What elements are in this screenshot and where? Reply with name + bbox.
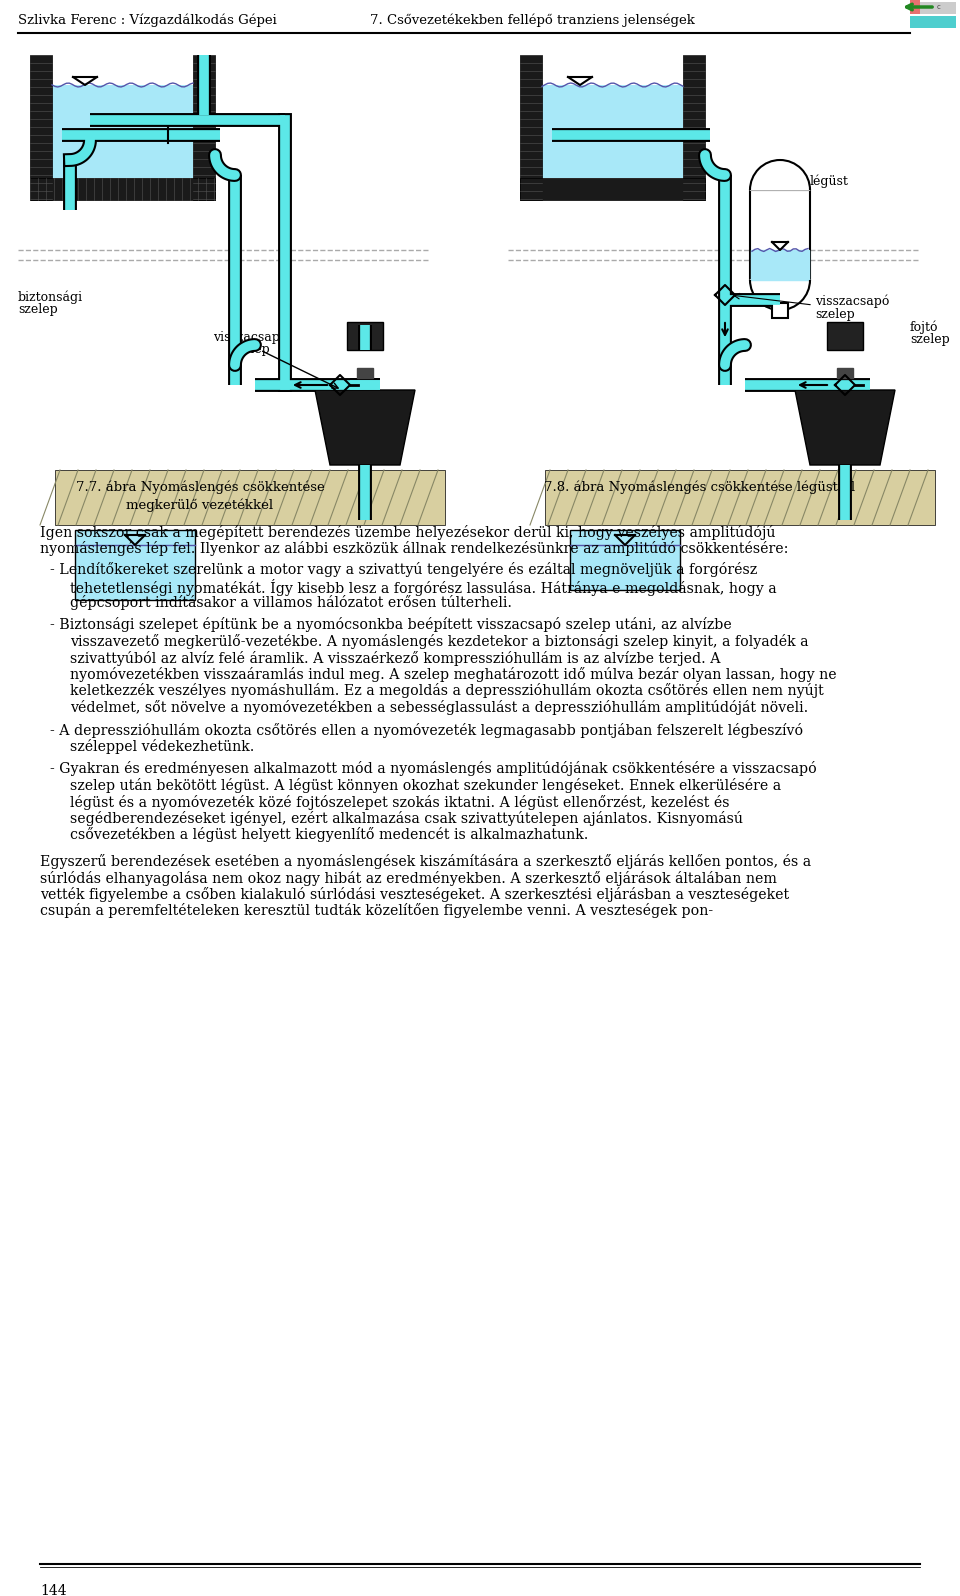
Text: széleppel védekezhetünk.: széleppel védekezhetünk. xyxy=(70,739,254,753)
Bar xyxy=(827,322,863,350)
Text: - A depresszióhullám okozta csőtörés ellen a nyomóvezeték legmagasabb pontjában : - A depresszióhullám okozta csőtörés ell… xyxy=(50,723,804,737)
Bar xyxy=(751,251,809,279)
Text: fojtó: fojtó xyxy=(910,321,939,334)
Text: szelep: szelep xyxy=(18,303,58,316)
Text: 7. Csővezetékekben fellépő tranziens jelenségek: 7. Csővezetékekben fellépő tranziens jel… xyxy=(370,13,695,27)
Text: csővezetékben a légüst helyett kiegyenlítő medencét is alkalmazhatunk.: csővezetékben a légüst helyett kiegyenlí… xyxy=(70,827,588,843)
Bar xyxy=(545,469,935,525)
Text: védelmet, sőt növelve a nyomóvezetékben a sebességlassulást a depresszióhullám a: védelmet, sőt növelve a nyomóvezetékben … xyxy=(70,701,808,715)
Text: légüst: légüst xyxy=(810,176,849,188)
Bar xyxy=(837,369,853,378)
Text: szelep: szelep xyxy=(910,334,949,346)
Text: nyomáslengés lép fel. Ilyenkor az alábbi eszközük állnak rendelkezésünkre az amp: nyomáslengés lép fel. Ilyenkor az alábbi… xyxy=(40,541,788,557)
Text: biztonsági: biztonsági xyxy=(18,290,84,303)
Text: - Lendítőkereket szerelünk a motor vagy a szivattyú tengelyére és ezáltal megnöv: - Lendítőkereket szerelünk a motor vagy … xyxy=(50,562,757,578)
Text: nyomóvezetékben visszaáramlás indul meg. A szelep meghatározott idő múlva bezár : nyomóvezetékben visszaáramlás indul meg.… xyxy=(70,667,836,681)
Text: csupán a peremfeltételeken keresztül tudták közelítően figyelembe venni. A veszt: csupán a peremfeltételeken keresztül tud… xyxy=(40,903,713,919)
Text: visszavezető megkerülő-vezetékbe. A nyomáslengés kezdetekor a biztonsági szelep : visszavezető megkerülő-vezetékbe. A nyom… xyxy=(70,634,808,650)
Wedge shape xyxy=(750,160,810,190)
Text: - Biztonsági szelepet építünk be a nyomócsonkba beépített visszacsapó szelep utá: - Biztonsági szelepet építünk be a nyomó… xyxy=(50,618,732,632)
Text: 7.7. ábra Nyomáslengés csökkentése
megkerülő vezetékkel: 7.7. ábra Nyomáslengés csökkentése megke… xyxy=(76,480,324,512)
Wedge shape xyxy=(750,279,810,310)
Bar xyxy=(910,0,920,14)
Text: szelep után bekötött légüst. A légüst könnyen okozhat szekunder lengéseket. Enne: szelep után bekötött légüst. A légüst kö… xyxy=(70,777,781,793)
Bar xyxy=(55,469,445,525)
Bar xyxy=(520,179,705,200)
Text: Igen sokszor csak a megépített berendezés üzembe helyezésekor derül ki, hogy ves: Igen sokszor csak a megépített berendezé… xyxy=(40,525,776,539)
Bar xyxy=(75,530,195,600)
Bar xyxy=(910,2,956,14)
Text: segédberendezéseket igényel, ezért alkalmazása csak szivattyútelepen ajánlatos. : segédberendezéseket igényel, ezért alkal… xyxy=(70,811,743,827)
Bar xyxy=(347,322,383,350)
Bar xyxy=(30,179,215,200)
Bar xyxy=(30,54,52,200)
Text: 144: 144 xyxy=(40,1583,66,1596)
Bar xyxy=(772,303,788,318)
Text: - Gyakran és eredményesen alkalmazott mód a nyomáslengés amplitúdójának csökkent: - Gyakran és eredményesen alkalmazott mó… xyxy=(50,761,817,777)
Text: tehetetlenségi nyomatékát. Így kisebb lesz a forgórész lassulása. Hátránya e meg: tehetetlenségi nyomatékát. Így kisebb le… xyxy=(70,578,777,595)
Bar xyxy=(193,54,215,200)
Bar xyxy=(520,54,542,200)
Text: légüst és a nyomóvezeték közé fojtószelepet szokás iktatni. A légüst ellenőrzést: légüst és a nyomóvezeték közé fojtószele… xyxy=(70,795,730,809)
Text: keletkezzék veszélyes nyomáshullám. Ez a megoldás a depresszióhullám okozta csőt: keletkezzék veszélyes nyomáshullám. Ez a… xyxy=(70,683,824,699)
Text: visszacsapó: visszacsapó xyxy=(213,330,287,343)
Text: szivattyúból az alvíz felé áramlik. A visszaérkező kompresszióhullám is az alvíz: szivattyúból az alvíz felé áramlik. A vi… xyxy=(70,651,721,666)
Text: 7.8. ábra Nyomáslengés csökkentése légüsttel: 7.8. ábra Nyomáslengés csökkentése légüs… xyxy=(544,480,855,493)
Polygon shape xyxy=(795,389,895,464)
Text: vették figyelembe a csőben kialakuló súrlódási veszteségeket. A szerkesztési elj: vették figyelembe a csőben kialakuló súr… xyxy=(40,887,789,902)
Text: szelep: szelep xyxy=(815,308,854,321)
Polygon shape xyxy=(315,389,415,464)
Text: szelep: szelep xyxy=(230,343,270,356)
Bar xyxy=(542,85,683,179)
Text: visszacsapó: visszacsapó xyxy=(815,295,889,308)
Text: c: c xyxy=(937,5,941,10)
Bar xyxy=(910,16,956,29)
Bar xyxy=(357,369,373,378)
Bar xyxy=(570,530,680,591)
Text: súrlódás elhanyagolása nem okoz nagy hibát az eredményekben. A szerkesztő eljárá: súrlódás elhanyagolása nem okoz nagy hib… xyxy=(40,870,777,886)
Text: Szlivka Ferenc : Vízgazdálkodás Gépei: Szlivka Ferenc : Vízgazdálkodás Gépei xyxy=(18,13,276,27)
Bar xyxy=(683,54,705,200)
Text: gépcsoport indításakor a villamos hálózatot erősen túlterheli.: gépcsoport indításakor a villamos hálóza… xyxy=(70,595,512,610)
Text: Egyszerű berendezések esetében a nyomáslengések kiszámítására a szerkesztő eljár: Egyszerű berendezések esetében a nyomásl… xyxy=(40,854,811,868)
Bar xyxy=(52,85,193,179)
Bar xyxy=(750,190,810,279)
